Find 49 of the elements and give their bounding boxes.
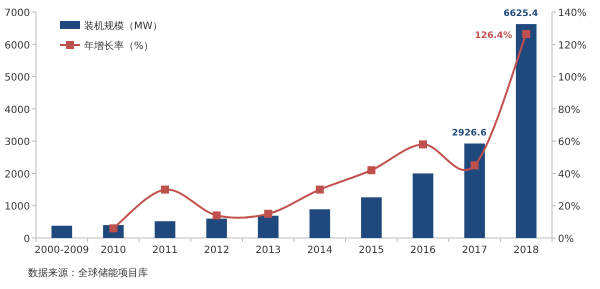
bar — [206, 218, 227, 238]
x-tick-label: 2014 — [307, 245, 333, 256]
bar — [516, 24, 537, 238]
y-tick-label: 3000 — [4, 137, 30, 148]
x-tick-label: 2013 — [255, 245, 281, 256]
y-tick-label: 1000 — [4, 202, 30, 213]
data-label: 2926.6 — [452, 128, 487, 139]
point — [522, 30, 530, 38]
x-tick-label: 2010 — [100, 245, 126, 256]
legend-label: 年增长率（%） — [84, 40, 154, 52]
bar — [464, 144, 485, 238]
bar — [51, 226, 72, 238]
y2-tick-label: 140% — [558, 8, 587, 19]
bar — [309, 209, 330, 238]
y-tick-label: 6000 — [4, 40, 30, 52]
y-tick-label: 0 — [24, 234, 30, 245]
bar — [412, 173, 434, 238]
bar — [361, 197, 382, 238]
x-tick-label: 2017 — [462, 245, 488, 256]
data-label: 126.4% — [474, 30, 512, 41]
x-tick-label: 2016 — [410, 245, 436, 256]
point — [264, 210, 272, 218]
y-tick-label: 2000 — [4, 169, 30, 180]
y-tick-label: 5000 — [4, 72, 30, 84]
point — [212, 211, 221, 220]
y2-tick-label: 80% — [558, 104, 580, 116]
y2-tick-label: 20% — [558, 202, 580, 213]
x-tick-label: 2011 — [152, 245, 178, 256]
data-label: 6625.4 — [503, 9, 538, 20]
point — [419, 140, 427, 148]
y2-tick-label: 120% — [558, 40, 587, 52]
bar — [258, 216, 279, 238]
y-tick-label: 7000 — [4, 8, 30, 19]
y2-tick-label: 0% — [558, 234, 574, 245]
y2-tick-label: 40% — [558, 169, 580, 180]
point — [470, 161, 479, 170]
x-tick-label: 2000-2009 — [34, 245, 90, 256]
x-tick-label: 2012 — [204, 245, 230, 256]
source-note: 数据来源：全球储能项目库 — [28, 267, 148, 279]
x-tick-label: 2018 — [513, 245, 539, 256]
bar — [154, 221, 176, 238]
x-tick-label: 2015 — [358, 245, 384, 256]
y2-tick-label: 60% — [558, 137, 580, 148]
y-tick-label: 4000 — [4, 104, 30, 116]
legend-label: 装机规模（MW） — [84, 20, 163, 32]
point — [316, 186, 324, 194]
y2-tick-label: 100% — [558, 72, 587, 84]
point — [367, 166, 376, 174]
point — [161, 186, 169, 194]
